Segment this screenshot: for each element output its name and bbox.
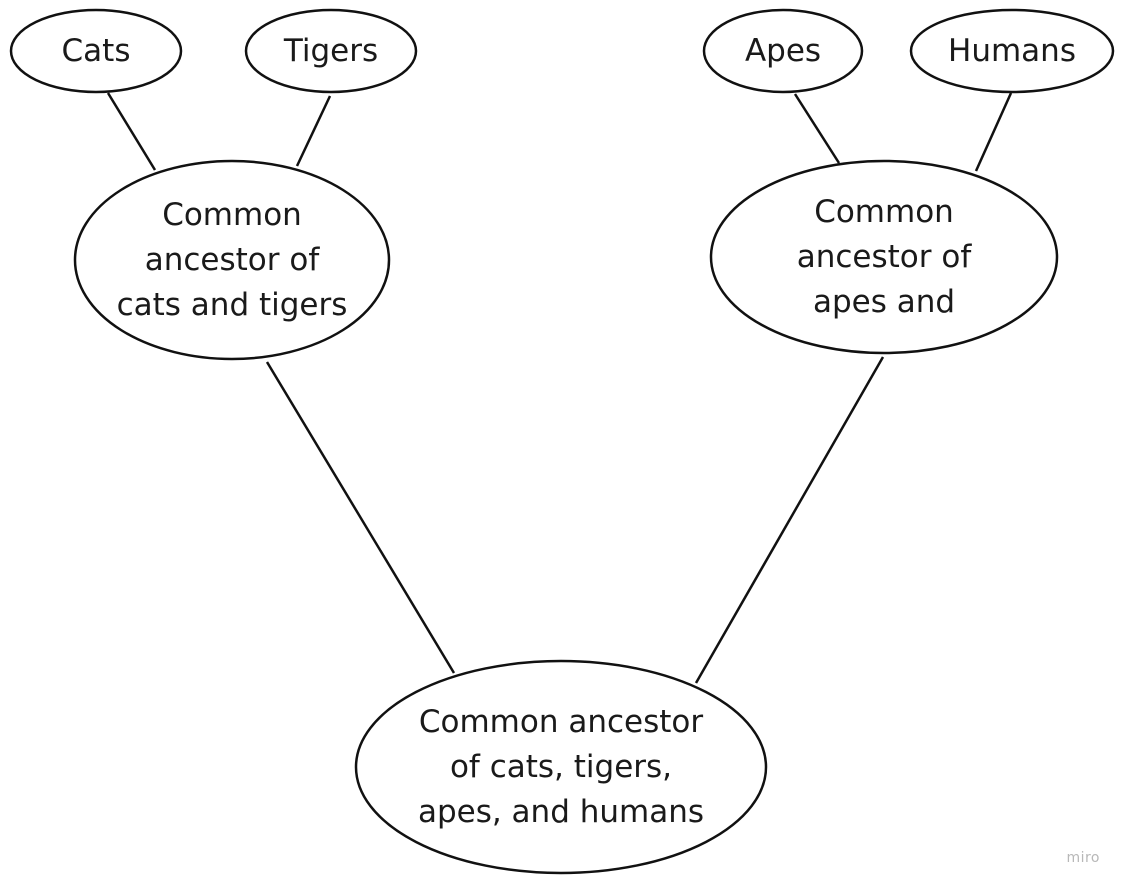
node-ellipse	[354, 659, 768, 875]
node-label-line: Common	[162, 197, 302, 233]
node-label-line: Cats	[62, 33, 131, 69]
node-ellipse	[73, 159, 391, 361]
edges	[106, 92, 1013, 684]
node-label-line: apes, and humans	[418, 794, 704, 830]
node-cats[interactable]: Cats	[9, 8, 183, 94]
edge-humans-to-ancestor_apes	[974, 92, 1013, 172]
node-ellipse	[702, 8, 864, 94]
node-label-line: of cats, tigers,	[450, 749, 672, 785]
edge-tigers-to-ancestor_cats_tigers	[295, 95, 332, 167]
node-tigers[interactable]: Tigers	[244, 8, 418, 94]
edge-apes-to-ancestor_apes	[793, 93, 841, 164]
node-label-line: ancestor of	[145, 242, 321, 278]
node-label-line: Apes	[745, 33, 821, 69]
node-ancestor-apes[interactable]: Common ancestor of apes and	[709, 159, 1059, 355]
node-label-line: Common ancestor	[419, 704, 704, 740]
node-ancestor-all[interactable]: Common ancestor of cats, tigers, apes, and…	[354, 659, 768, 875]
node-ellipse	[909, 8, 1115, 94]
miro-watermark: miro	[1066, 850, 1100, 866]
edge-ancestor_cats_tigers-to-ancestor_all	[265, 361, 456, 674]
node-apes[interactable]: Apes	[702, 8, 864, 94]
node-label-line: Humans	[948, 33, 1076, 69]
edge-ancestor_apes-to-ancestor_all	[694, 356, 885, 684]
node-humans[interactable]: Humans	[909, 8, 1115, 94]
node-ellipse	[709, 159, 1059, 355]
node-label-line: ancestor of	[797, 239, 973, 275]
node-label-line: Tigers	[283, 33, 378, 69]
node-ancestor-cats-tigers[interactable]: Common ancestor of cats and tigers	[73, 159, 391, 361]
node-ellipse	[244, 8, 418, 94]
node-label-line: Common	[814, 194, 954, 230]
node-ellipse	[9, 8, 183, 94]
node-label-line: apes and	[813, 284, 955, 320]
node-label-line: cats and tigers	[117, 287, 348, 323]
edge-cats-to-ancestor_cats_tigers	[106, 92, 157, 171]
